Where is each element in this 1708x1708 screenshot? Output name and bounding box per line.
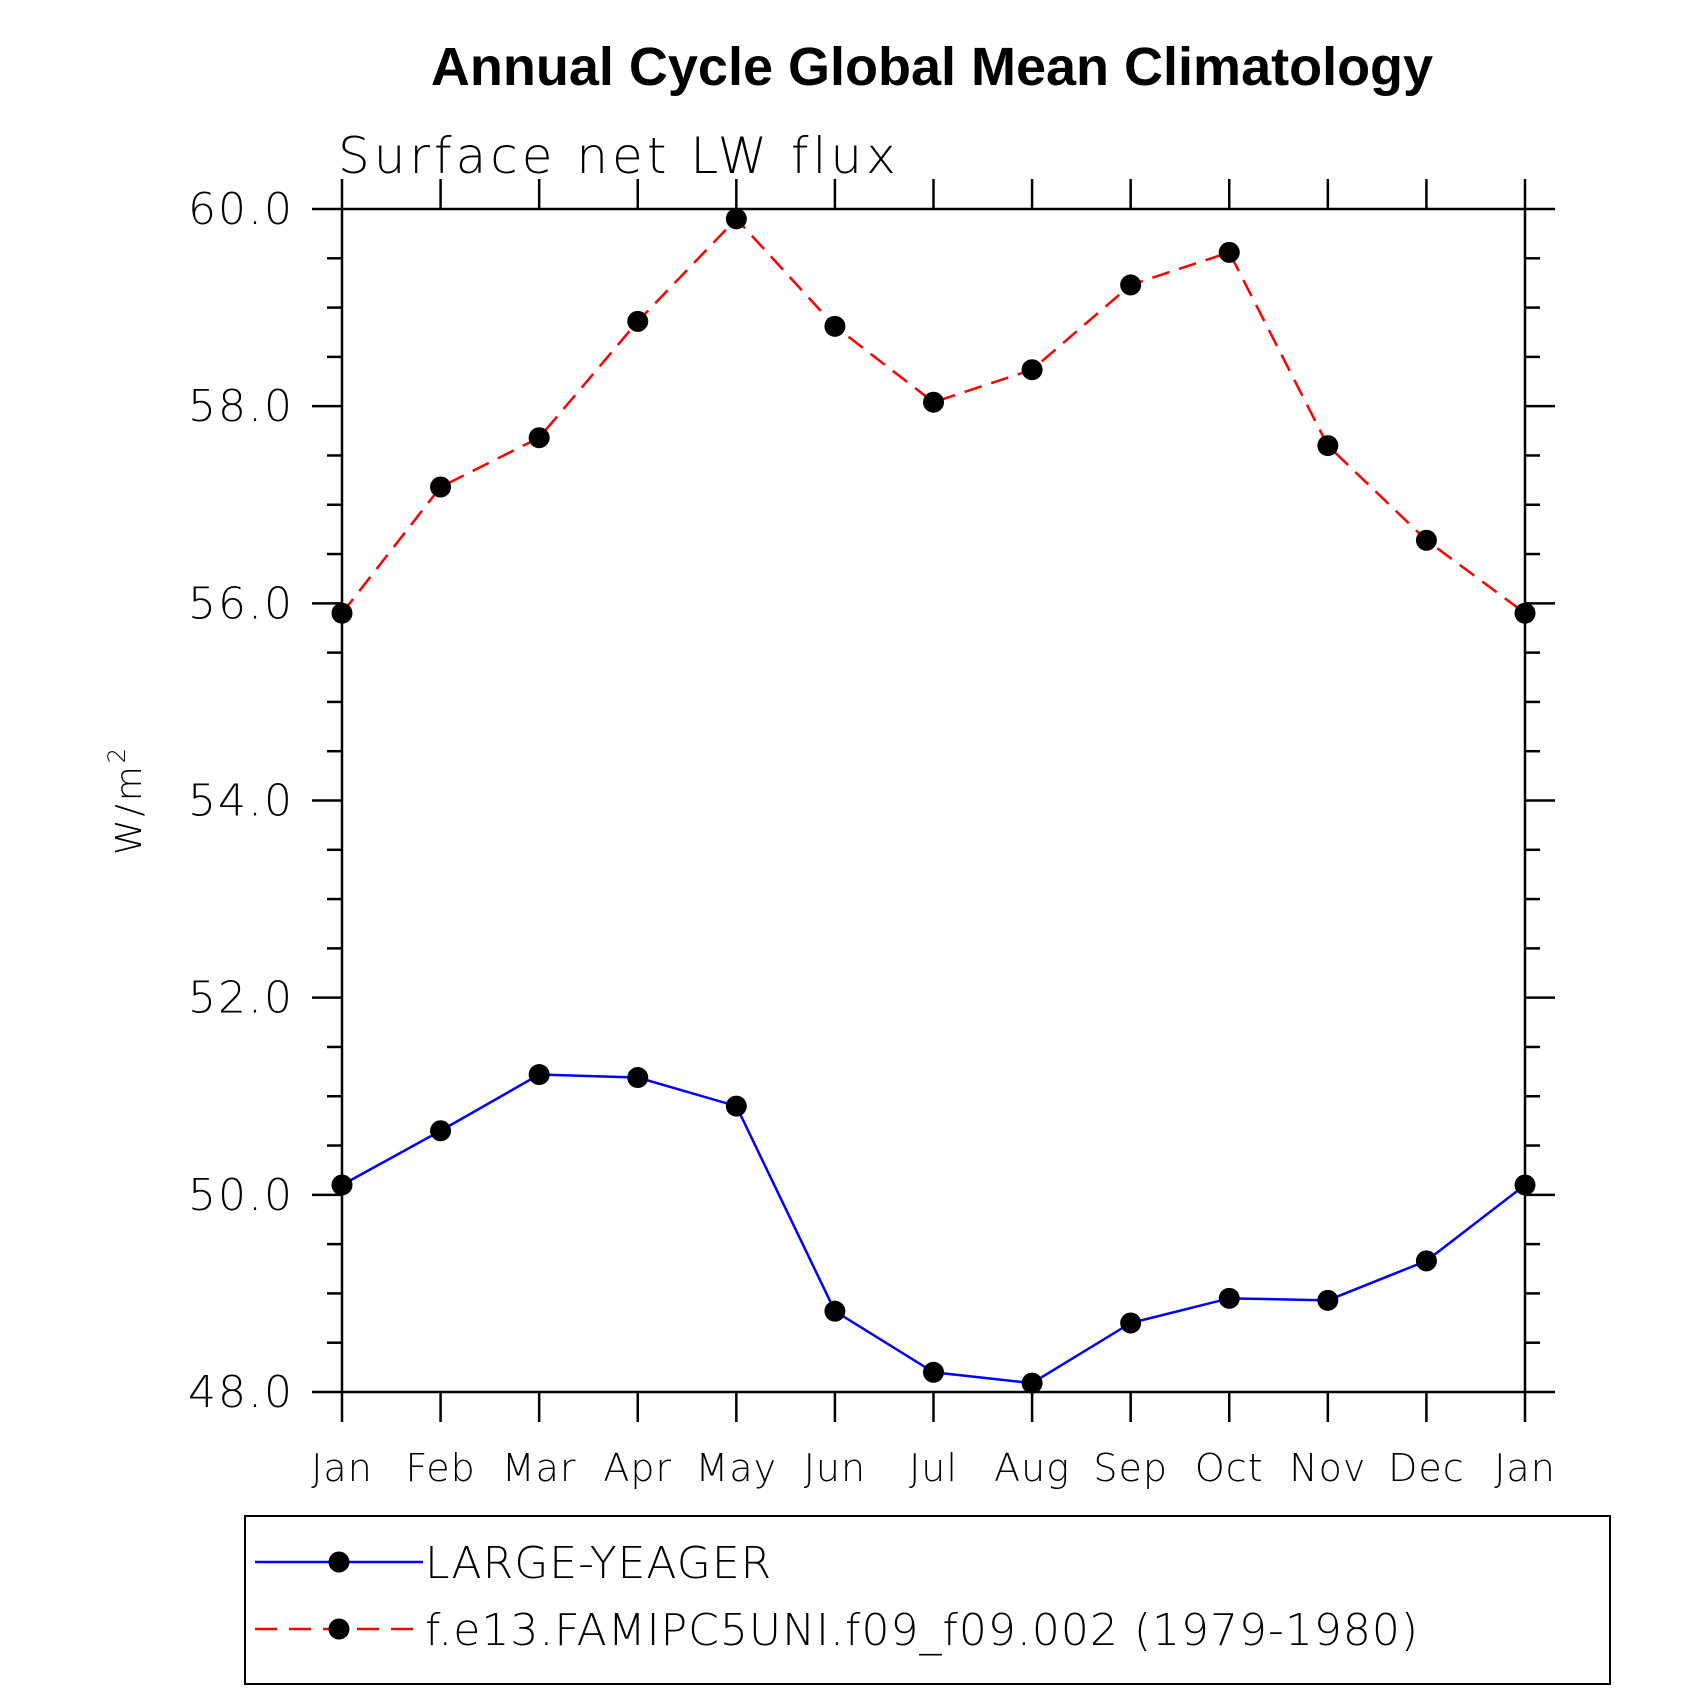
- x-tick-label: Feb: [405, 1446, 475, 1490]
- series-1-point: [528, 1064, 550, 1086]
- series-1-point: [725, 1095, 747, 1117]
- series-2-point: [725, 208, 747, 230]
- series-1-point: [923, 1361, 944, 1383]
- series-2-point: [824, 315, 846, 337]
- series-2-point: [923, 391, 944, 413]
- x-tick-label: Jan: [311, 1446, 373, 1490]
- y-tick-label: 54.0: [188, 776, 294, 827]
- series-2-point: [430, 476, 452, 498]
- legend-label-2: f.e13.FAMIPC5UNI.f09_f09.002 (1979-1980): [425, 1605, 1419, 1656]
- chart-subtitle: Surface net LW flux: [338, 127, 900, 185]
- series-line-1: [341, 1073, 1526, 1385]
- series-1-point: [824, 1300, 846, 1322]
- plot-frame: [340, 207, 1527, 1394]
- series-2-point: [1021, 359, 1043, 381]
- series-2-point: [528, 427, 550, 449]
- x-tick-label: Aug: [994, 1446, 1070, 1490]
- x-axis-tick-labels: Jan Feb Mar Apr May Jun Jul Aug Sep Oct Nov Dec Jan: [311, 1446, 1556, 1490]
- series-1-point: [430, 1120, 452, 1142]
- series-1-point: [1120, 1312, 1142, 1334]
- series-1-point: [1317, 1289, 1339, 1311]
- legend: LARGE-YEAGER f.e13.FAMIPC5UNI.f09_f09.002…: [244, 1515, 1611, 1685]
- y-tick-label: 50.0: [188, 1170, 294, 1221]
- y-tick-label: 56.0: [188, 578, 294, 629]
- series-markers: [331, 208, 1536, 1394]
- series-1-point: [1021, 1372, 1043, 1394]
- axis-ticks: [312, 179, 1555, 1422]
- y-tick-label: 52.0: [188, 973, 294, 1024]
- series-1-point: [1218, 1287, 1240, 1309]
- x-tick-label: Oct: [1195, 1446, 1264, 1490]
- y-axis-label: W/m2: [103, 745, 150, 855]
- legend-entries: LARGE-YEAGER f.e13.FAMIPC5UNI.f09_f09.002…: [255, 1538, 1419, 1656]
- legend-marker-1: [328, 1551, 350, 1573]
- series-2-point: [1415, 529, 1437, 551]
- y-axis-tick-labels: 48.0 50.0 52.0 54.0 56.0 58.0 60.0: [188, 184, 294, 1418]
- series-1-point: [1415, 1250, 1437, 1272]
- series-2-point: [1120, 274, 1142, 296]
- y-tick-label: 58.0: [188, 381, 294, 432]
- series-1-point: [627, 1067, 649, 1089]
- series-2-point: [1218, 241, 1240, 263]
- x-tick-label: Jul: [909, 1446, 958, 1490]
- legend-box: [244, 1515, 1611, 1685]
- series-1-point: [1514, 1174, 1536, 1196]
- series-2-point: [331, 602, 353, 624]
- chart-title: Annual Cycle Global Mean Climatology: [431, 37, 1433, 97]
- series-line-2: [341, 217, 1526, 615]
- legend-label-1: LARGE-YEAGER: [425, 1538, 772, 1589]
- legend-marker-2: [328, 1618, 350, 1640]
- x-tick-label: Nov: [1289, 1446, 1366, 1490]
- y-tick-label: 60.0: [188, 184, 294, 235]
- plot-border: [340, 207, 1527, 1394]
- y-tick-label: 48.0: [188, 1367, 294, 1418]
- y-axis-label-text: W/m: [109, 763, 150, 855]
- x-tick-label: Sep: [1093, 1446, 1168, 1490]
- series-2-point: [627, 310, 649, 332]
- x-tick-label: Dec: [1388, 1446, 1465, 1490]
- x-tick-label: Mar: [502, 1446, 577, 1490]
- x-tick-label: May: [696, 1446, 778, 1490]
- x-tick-label: Jan: [1494, 1446, 1556, 1490]
- y-axis-label-superscript: 2: [103, 745, 131, 763]
- series-2-point: [1514, 602, 1536, 624]
- x-tick-label: Apr: [603, 1446, 672, 1490]
- series-1-point: [331, 1174, 353, 1196]
- series-2-point: [1317, 435, 1339, 457]
- x-tick-label: Jun: [804, 1446, 866, 1490]
